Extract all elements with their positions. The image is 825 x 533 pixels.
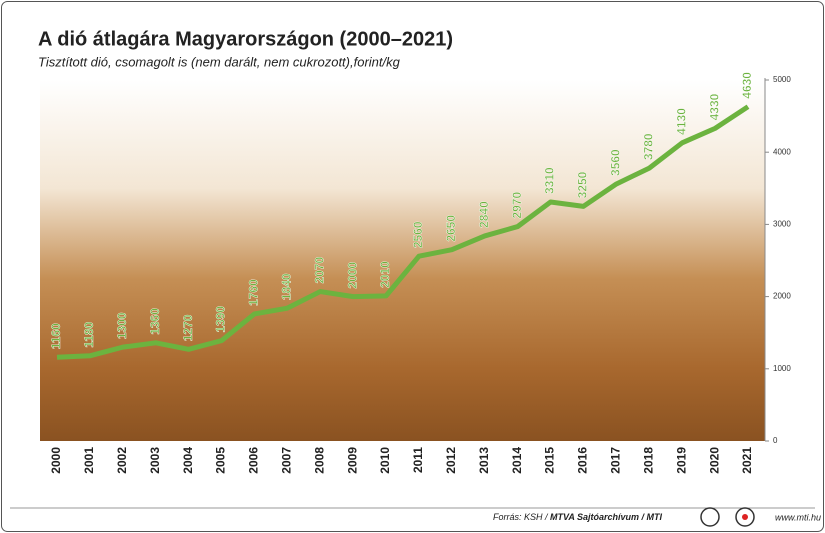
x-tick-label: 2009	[345, 447, 359, 474]
data-label: 3310	[543, 167, 557, 194]
y-tick-label: 3000	[773, 220, 791, 229]
data-label: 1360	[148, 308, 162, 335]
data-label: 2840	[477, 201, 491, 228]
x-tick-label: 2016	[576, 447, 590, 474]
data-label: 2010	[378, 261, 392, 288]
logo-mti-dot	[742, 514, 748, 520]
y-tick-label: 0	[773, 436, 778, 445]
x-tick-label: 2017	[609, 447, 623, 474]
x-tick-label: 2013	[477, 447, 491, 474]
y-tick-label: 5000	[773, 75, 791, 84]
data-label: 2560	[411, 221, 425, 248]
x-tick-label: 2001	[82, 447, 96, 474]
website: www.mti.hu	[775, 512, 821, 522]
data-label: 3780	[641, 133, 655, 160]
data-label: 1160	[49, 323, 63, 349]
data-label: 2070	[312, 257, 326, 284]
x-tick-label: 2000	[49, 447, 63, 474]
y-tick-label: 2000	[773, 292, 791, 301]
x-tick-label: 2020	[707, 447, 721, 474]
line	[56, 104, 750, 360]
data-label: 1840	[280, 273, 294, 300]
source-bold: MTVA Sajtóarchívum / MTI	[550, 512, 663, 522]
data-label: 2000	[345, 262, 359, 289]
x-tick-label: 2004	[181, 447, 195, 474]
background-photo	[40, 80, 765, 441]
data-label: 3560	[609, 149, 623, 176]
x-tick-label: 2007	[280, 447, 294, 474]
x-tick-label: 2019	[674, 447, 688, 474]
data-label: 1300	[115, 312, 129, 339]
x-tick-label: 2012	[444, 447, 458, 474]
source: Forrás: KSH / MTVA Sajtóarchívum / MTI	[493, 512, 663, 522]
source-prefix: Forrás: KSH /	[493, 512, 550, 522]
data-label: 1760	[247, 279, 261, 306]
logo-mti	[735, 507, 755, 527]
x-tick-label: 2003	[148, 447, 162, 474]
x-tick-label: 2006	[247, 447, 261, 474]
data-label: 2650	[444, 215, 458, 242]
data-label: 4630	[740, 72, 754, 99]
data-label: 3250	[576, 171, 590, 198]
x-tick-label: 2011	[411, 447, 425, 473]
y-tick-label: 1000	[773, 364, 791, 373]
chart-title: A dió átlagára Magyarországon (2000–2021…	[38, 28, 453, 50]
data-label: 1180	[82, 321, 96, 347]
data-label: 2970	[510, 192, 524, 219]
data-label: 4130	[674, 108, 688, 135]
x-tick-label: 2021	[740, 447, 754, 474]
x-tick-label: 2014	[510, 447, 524, 474]
x-tick-label: 2008	[312, 447, 326, 474]
x-tick-label: 2005	[214, 447, 228, 474]
x-tick-label: 2015	[543, 447, 557, 474]
x-tick-label: 2010	[378, 447, 392, 474]
logo-mtva	[700, 507, 720, 527]
y-tick-label: 4000	[773, 147, 791, 156]
data-label: 4330	[707, 93, 721, 120]
x-tick-label: 2018	[641, 447, 655, 474]
data-label: 1270	[181, 314, 195, 341]
data-label: 1390	[214, 306, 228, 333]
x-tick-label: 2002	[115, 447, 129, 474]
chart-subtitle: Tisztított dió, csomagolt is (nem darált…	[38, 54, 401, 69]
